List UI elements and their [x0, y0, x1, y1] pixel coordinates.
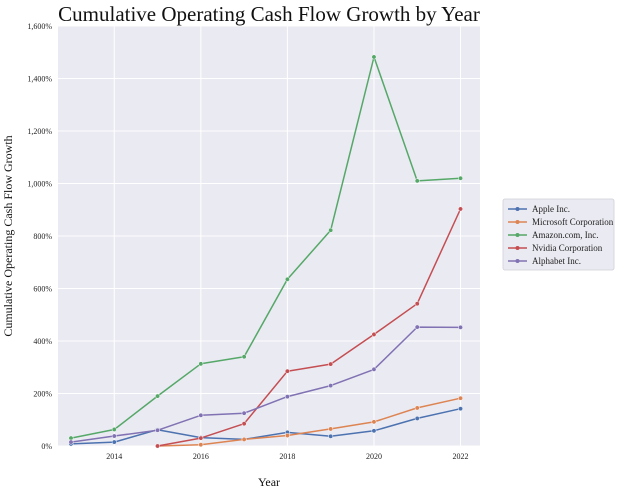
y-tick-label: 1,400%: [27, 75, 52, 84]
y-axis-ticks: 0% 200% 400% 600% 800% 1,000% 1,200% 1,400% 1,60…: [27, 22, 52, 451]
series-lines: [68, 54, 463, 449]
legend-item: Nvidia Corporation: [508, 243, 603, 253]
series-line: [70, 56, 461, 439]
series-line: [70, 407, 461, 445]
legend-label: Microsoft Corporation: [532, 217, 614, 227]
x-tick-label: 2018: [279, 452, 295, 461]
data-point: [284, 433, 290, 438]
data-point: [371, 366, 377, 372]
data-point: [371, 419, 377, 425]
data-point: [414, 324, 420, 330]
data-point: [371, 428, 377, 434]
y-tick-label: 0%: [41, 442, 52, 451]
legend-item: Alphabet Inc.: [508, 256, 581, 266]
series-nvidia-corporation: [155, 206, 463, 449]
y-tick-label: 1,000%: [27, 180, 52, 189]
data-point: [328, 433, 334, 439]
data-point: [241, 354, 247, 360]
y-tick-label: 600%: [33, 285, 52, 294]
data-point: [328, 383, 334, 389]
data-point: [458, 395, 463, 401]
data-point: [198, 442, 204, 448]
x-axis-ticks: 2014 2016 2018 2020 2022: [106, 452, 468, 461]
legend-label: Nvidia Corporation: [532, 243, 603, 253]
series-amazon-com-inc: [68, 54, 463, 441]
data-point: [371, 54, 377, 60]
series-alphabet-inc: [68, 324, 463, 445]
data-point: [111, 433, 117, 439]
data-point: [155, 427, 160, 433]
legend-marker: [515, 233, 520, 237]
data-point: [414, 178, 420, 184]
legend-label: Alphabet Inc.: [532, 256, 581, 266]
data-point: [414, 301, 420, 307]
legend-item: Apple Inc.: [508, 204, 570, 214]
data-point: [458, 206, 463, 212]
y-tick-label: 800%: [33, 232, 52, 241]
legend-label: Amazon.com, Inc.: [532, 230, 598, 240]
data-point: [328, 361, 334, 367]
data-point: [198, 412, 204, 418]
data-point: [241, 421, 247, 427]
grid: [58, 25, 480, 447]
x-axis-label: Year: [258, 475, 280, 489]
data-point: [198, 361, 204, 367]
x-tick-label: 2014: [106, 452, 122, 461]
series-line: [70, 326, 461, 443]
x-tick-label: 2016: [193, 452, 209, 461]
legend-items: Apple Inc. Microsoft Corporation Amazon.co…: [508, 204, 614, 266]
legend-marker: [515, 207, 520, 211]
data-point: [198, 435, 204, 441]
y-axis-label: Cumulative Operating Cash Flow Growth: [1, 135, 15, 336]
x-tick-label: 2022: [453, 452, 469, 461]
data-point: [111, 439, 117, 445]
data-point: [414, 405, 420, 411]
legend: Apple Inc. Microsoft Corporation Amazon.co…: [502, 198, 615, 271]
data-point: [155, 443, 160, 449]
data-point: [111, 427, 117, 432]
data-point: [155, 393, 160, 399]
data-point: [414, 415, 420, 421]
y-tick-label: 1,600%: [27, 22, 52, 31]
legend-item: Microsoft Corporation: [508, 217, 614, 227]
data-point: [458, 324, 463, 330]
y-tick-label: 400%: [33, 337, 52, 346]
data-point: [68, 439, 74, 445]
x-tick-label: 2020: [366, 452, 382, 461]
legend-marker: [515, 246, 520, 250]
legend-box: [502, 198, 615, 271]
data-point: [241, 410, 247, 416]
data-point: [458, 175, 463, 181]
series-line: [157, 397, 461, 447]
series-line: [157, 208, 462, 447]
legend-item: Amazon.com, Inc.: [508, 230, 598, 240]
data-point: [328, 426, 334, 432]
data-point: [328, 227, 334, 233]
data-point: [371, 331, 377, 337]
data-point: [284, 276, 290, 282]
data-point: [241, 436, 247, 442]
legend-label: Apple Inc.: [532, 204, 570, 214]
y-tick-label: 1,200%: [27, 127, 52, 136]
y-tick-label: 200%: [33, 390, 52, 399]
legend-marker: [515, 259, 520, 263]
data-point: [458, 406, 463, 412]
chart-title: Cumulative Operating Cash Flow Growth by…: [58, 2, 480, 26]
data-point: [284, 394, 290, 400]
legend-marker: [515, 220, 520, 224]
data-point: [284, 368, 290, 374]
